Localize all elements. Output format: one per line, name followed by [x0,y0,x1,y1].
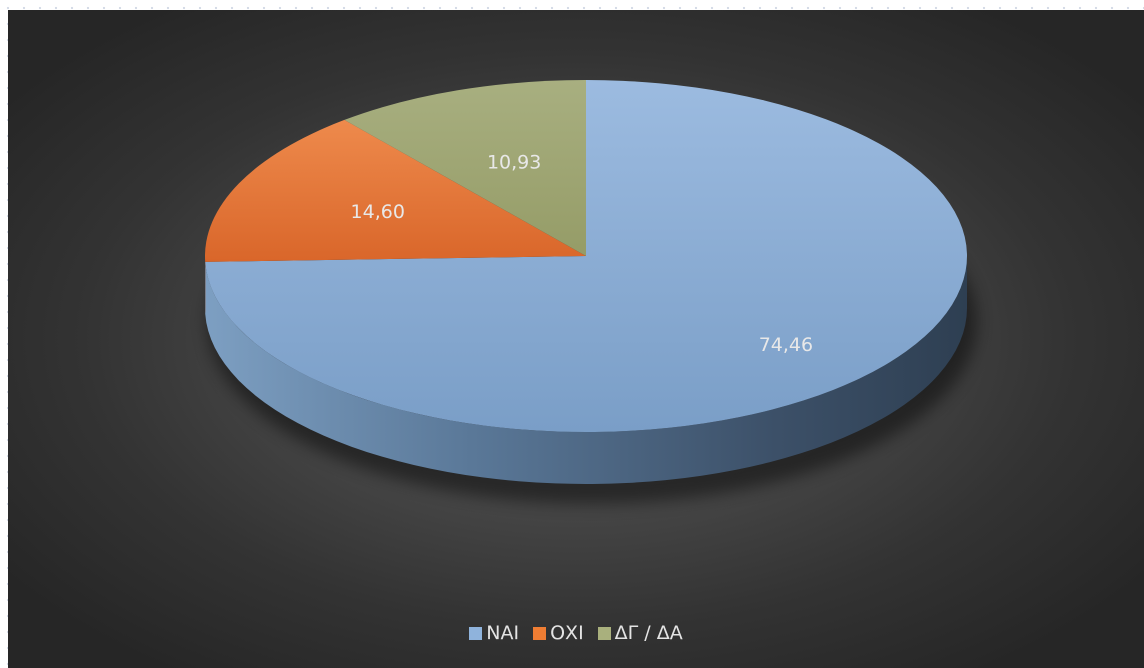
legend: ΝΑΙ ΟΧΙ ΔΓ / ΔΑ [8,622,1144,644]
legend-swatch-nai [469,626,483,640]
pie-slice-1 [204,119,586,262]
legend-label-nai: ΝΑΙ [486,622,520,644]
legend-label-dg-da: ΔΓ / ΔΑ [614,622,683,644]
pie-slice-2 [344,80,586,256]
pie-side-walls [205,256,968,484]
chart-area: 74,46 14,60 10,93 ΝΑΙ ΟΧΙ ΔΓ / ΔΑ [8,10,1144,668]
data-label-0: 74,46 [759,334,813,356]
legend-label-oxi: ΟΧΙ [550,622,584,644]
pie-slices [204,80,968,433]
pie-chart: 74,46 14,60 10,93 [204,80,977,504]
data-label-1: 14,60 [351,201,405,223]
legend-item-dg-da: ΔΓ / ΔΑ [597,622,683,644]
data-label-2: 10,93 [487,152,541,174]
legend-item-nai: ΝΑΙ [469,622,519,644]
pie-data-labels: 74,46 14,60 10,93 [351,152,814,356]
pie-slice-0 [205,80,968,433]
pie-side-0 [205,256,968,484]
legend-item-oxi: ΟΧΙ [533,622,584,644]
legend-swatch-dg-da [597,626,611,640]
legend-swatch-oxi [533,626,547,640]
